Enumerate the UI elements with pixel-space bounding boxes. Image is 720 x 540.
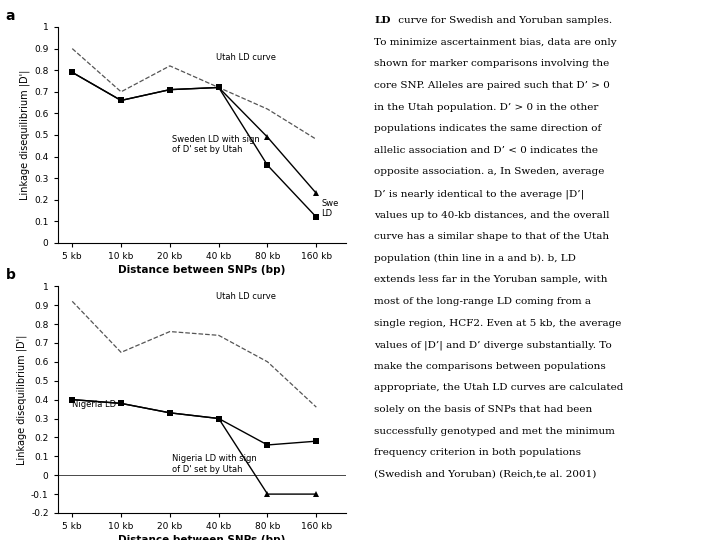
Text: extends less far in the Yoruban sample, with: extends less far in the Yoruban sample, … bbox=[374, 275, 608, 285]
Text: frequency criterion in both populations: frequency criterion in both populations bbox=[374, 448, 582, 457]
X-axis label: Distance between SNPs (bp): Distance between SNPs (bp) bbox=[118, 265, 285, 275]
Y-axis label: Linkage disequilibrium |D'|: Linkage disequilibrium |D'| bbox=[17, 334, 27, 465]
Text: LD: LD bbox=[374, 16, 391, 25]
Text: most of the long-range LD coming from a: most of the long-range LD coming from a bbox=[374, 297, 591, 306]
Text: (Swedish and Yoruban) (Reich,te al. 2001): (Swedish and Yoruban) (Reich,te al. 2001… bbox=[374, 470, 597, 479]
Text: appropriate, the Utah LD curves are calculated: appropriate, the Utah LD curves are calc… bbox=[374, 383, 624, 393]
Text: D’ is nearly identical to the average |D’|: D’ is nearly identical to the average |D… bbox=[374, 189, 585, 199]
Text: make the comparisons between populations: make the comparisons between populations bbox=[374, 362, 606, 371]
Text: shown for marker comparisons involving the: shown for marker comparisons involving t… bbox=[374, 59, 610, 69]
Text: curve has a similar shape to that of the Utah: curve has a similar shape to that of the… bbox=[374, 232, 610, 241]
Text: solely on the basis of SNPs that had been: solely on the basis of SNPs that had bee… bbox=[374, 405, 593, 414]
Text: To minimize ascertainment bias, data are only: To minimize ascertainment bias, data are… bbox=[374, 38, 617, 47]
Text: successfully genotyped and met the minimum: successfully genotyped and met the minim… bbox=[374, 427, 616, 436]
Text: Swe
LD: Swe LD bbox=[321, 199, 338, 218]
Text: Utah LD curve: Utah LD curve bbox=[216, 292, 276, 301]
Text: Sweden LD with sign
of D' set by Utah: Sweden LD with sign of D' set by Utah bbox=[172, 135, 260, 154]
Text: single region, HCF2. Even at 5 kb, the average: single region, HCF2. Even at 5 kb, the a… bbox=[374, 319, 622, 328]
Text: b: b bbox=[6, 268, 16, 282]
Text: population (thin line in a and b). b, LD: population (thin line in a and b). b, LD bbox=[374, 254, 576, 263]
Text: a: a bbox=[6, 9, 15, 23]
Text: populations indicates the same direction of: populations indicates the same direction… bbox=[374, 124, 602, 133]
Y-axis label: Linkage disequilibrium |D'|: Linkage disequilibrium |D'| bbox=[19, 70, 30, 200]
Text: Nigeria LD with sign
of D' set by Utah: Nigeria LD with sign of D' set by Utah bbox=[172, 455, 257, 474]
Text: allelic association and D’ < 0 indicates the: allelic association and D’ < 0 indicates… bbox=[374, 146, 598, 155]
Text: Utah LD curve: Utah LD curve bbox=[216, 53, 276, 62]
Text: curve for Swedish and Yoruban samples.: curve for Swedish and Yoruban samples. bbox=[395, 16, 612, 25]
Text: core SNP. Alleles are paired such that D’ > 0: core SNP. Alleles are paired such that D… bbox=[374, 81, 611, 90]
X-axis label: Distance between SNPs (bp): Distance between SNPs (bp) bbox=[118, 535, 285, 540]
Text: in the Utah population. D’ > 0 in the other: in the Utah population. D’ > 0 in the ot… bbox=[374, 103, 599, 112]
Text: values of |D’| and D’ diverge substantially. To: values of |D’| and D’ diverge substantia… bbox=[374, 340, 612, 350]
Text: Nigeria LD: Nigeria LD bbox=[72, 400, 116, 409]
Text: values up to 40-kb distances, and the overall: values up to 40-kb distances, and the ov… bbox=[374, 211, 610, 220]
Text: opposite association. a, In Sweden, average: opposite association. a, In Sweden, aver… bbox=[374, 167, 605, 177]
